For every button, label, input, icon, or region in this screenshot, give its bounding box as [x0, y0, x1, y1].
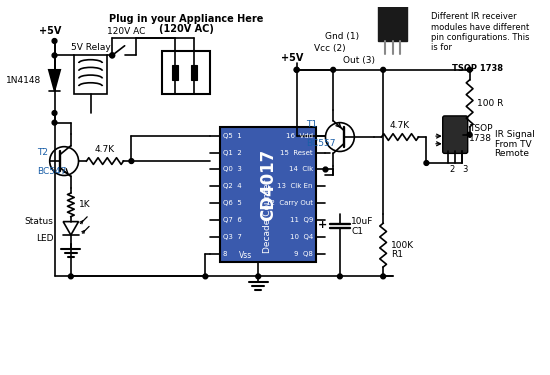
Text: T2: T2 [37, 148, 48, 157]
Text: Q0  3: Q0 3 [223, 166, 241, 172]
Text: LED: LED [36, 234, 53, 243]
Bar [378, 0, 407, 41]
Text: T1: T1 [306, 120, 317, 129]
Text: +5V: +5V [39, 26, 61, 36]
Text: 100K: 100K [391, 241, 414, 250]
Bar [162, 51, 210, 94]
Text: 9  Q8: 9 Q8 [294, 251, 313, 257]
Text: C1: C1 [351, 227, 364, 236]
Circle shape [129, 159, 134, 164]
Circle shape [256, 274, 261, 279]
Bar [191, 65, 197, 80]
Text: From TV: From TV [494, 140, 531, 149]
FancyBboxPatch shape [443, 116, 467, 153]
Circle shape [467, 132, 472, 137]
Ellipse shape [378, 0, 407, 5]
Text: Vcc (2): Vcc (2) [314, 44, 345, 53]
Text: (120V AC): (120V AC) [159, 24, 213, 34]
Circle shape [338, 274, 342, 279]
Text: 15  Reset: 15 Reset [280, 150, 313, 156]
Text: 10uF: 10uF [351, 217, 374, 226]
Text: 14  Clk: 14 Clk [289, 166, 313, 172]
Circle shape [52, 120, 57, 125]
Circle shape [381, 274, 386, 279]
Circle shape [52, 53, 57, 58]
Text: 1K: 1K [79, 200, 90, 209]
Bar [172, 65, 178, 80]
Text: R1: R1 [391, 250, 403, 259]
Text: Q5  1: Q5 1 [223, 133, 241, 139]
Text: Status: Status [25, 217, 53, 226]
Text: Different IR receiver
modules have different
pin configurations. This
is for: Different IR receiver modules have diffe… [431, 12, 530, 53]
Text: BC547: BC547 [37, 167, 67, 176]
Circle shape [323, 167, 328, 172]
Circle shape [381, 68, 386, 72]
Text: Gnd (1): Gnd (1) [326, 32, 360, 40]
Text: BC557: BC557 [306, 139, 336, 148]
Text: IR Signal: IR Signal [494, 130, 535, 139]
Text: Vss: Vss [239, 251, 252, 260]
Text: 16  Vdd: 16 Vdd [286, 133, 313, 139]
Text: 11  Q9: 11 Q9 [290, 217, 313, 223]
Text: 3: 3 [462, 165, 468, 174]
Text: Decade Counter: Decade Counter [263, 179, 272, 253]
Circle shape [68, 274, 73, 279]
Circle shape [424, 160, 429, 165]
Circle shape [294, 68, 299, 72]
Circle shape [203, 274, 208, 279]
Text: 8: 8 [223, 251, 227, 257]
Text: 5V Relay: 5V Relay [70, 42, 111, 51]
Text: CD4017: CD4017 [259, 149, 277, 221]
Text: 4.7K: 4.7K [390, 122, 410, 130]
Text: 10  Q4: 10 Q4 [290, 234, 313, 240]
Circle shape [52, 39, 57, 44]
Bar [74, 56, 107, 94]
Text: 2: 2 [450, 165, 455, 174]
Text: Q6  5: Q6 5 [223, 200, 241, 206]
Circle shape [294, 68, 299, 72]
Text: Out (3): Out (3) [343, 56, 375, 64]
Text: 1N4148: 1N4148 [6, 76, 41, 85]
Text: +: + [318, 220, 327, 231]
Text: TSOP: TSOP [469, 124, 492, 134]
Text: Plug in your Appliance Here: Plug in your Appliance Here [109, 14, 263, 24]
Circle shape [331, 68, 336, 72]
Text: 12  Carry Out: 12 Carry Out [266, 200, 313, 206]
Text: 4.7K: 4.7K [95, 146, 115, 154]
Text: 100 R: 100 R [477, 99, 504, 108]
Text: TSOP 1738: TSOP 1738 [452, 64, 503, 73]
Text: Q2  4: Q2 4 [223, 183, 241, 189]
Polygon shape [49, 70, 60, 91]
Text: 13  Clk En: 13 Clk En [278, 183, 313, 189]
Text: +5V: +5V [280, 53, 303, 63]
Circle shape [467, 68, 472, 72]
Circle shape [110, 53, 114, 58]
Text: 1738: 1738 [469, 134, 492, 143]
Bar [220, 128, 316, 262]
Text: Remote: Remote [494, 149, 530, 158]
Text: 120V AC: 120V AC [107, 27, 146, 36]
Text: Q3  7: Q3 7 [223, 234, 241, 240]
Text: Q7  6: Q7 6 [223, 217, 241, 223]
Text: Q1  2: Q1 2 [223, 150, 241, 156]
Circle shape [52, 111, 57, 116]
Circle shape [110, 53, 114, 58]
